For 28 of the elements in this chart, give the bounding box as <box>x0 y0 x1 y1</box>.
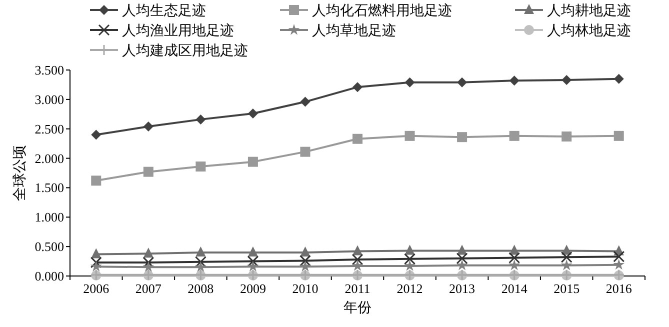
y-axis-title: 全球公顷 <box>12 145 28 201</box>
x-tick-label: 2015 <box>554 281 580 296</box>
legend-label: 人均草地足迹 <box>312 23 396 39</box>
x-axis-title: 年份 <box>344 300 372 316</box>
x-tick-label: 2013 <box>449 281 476 296</box>
x-tick-label: 2007 <box>135 281 162 296</box>
legend-label: 人均生态足迹 <box>122 3 206 19</box>
legend-label: 人均渔业用地足迹 <box>122 23 234 39</box>
legend-label: 人均建成区用地足迹 <box>122 43 248 59</box>
y-tick-label: 0.000 <box>34 268 64 284</box>
y-tick-label: 0.500 <box>34 239 64 254</box>
x-tick-label: 2008 <box>188 281 214 296</box>
x-tick-label: 2016 <box>606 281 632 296</box>
x-tick-label: 2006 <box>83 281 110 296</box>
y-tick-label: 1.000 <box>34 210 64 225</box>
x-tick-label: 2012 <box>396 281 423 296</box>
legend-label: 人均化石燃料用地足迹 <box>312 3 452 19</box>
y-tick-label: 2.000 <box>34 150 64 166</box>
y-tick-label: 2.500 <box>34 121 64 136</box>
x-tick-label: 2009 <box>240 281 266 296</box>
y-tick-label: 3.000 <box>34 92 64 107</box>
legend-label: 人均耕地足迹 <box>547 3 631 19</box>
y-tick-label: 3.500 <box>34 62 64 78</box>
x-tick-label: 2014 <box>501 281 528 296</box>
x-tick-label: 2011 <box>344 281 370 296</box>
x-tick-label: 2010 <box>292 281 318 296</box>
y-tick-label: 1.500 <box>34 180 64 196</box>
legend-label: 人均林地足迹 <box>547 23 631 39</box>
